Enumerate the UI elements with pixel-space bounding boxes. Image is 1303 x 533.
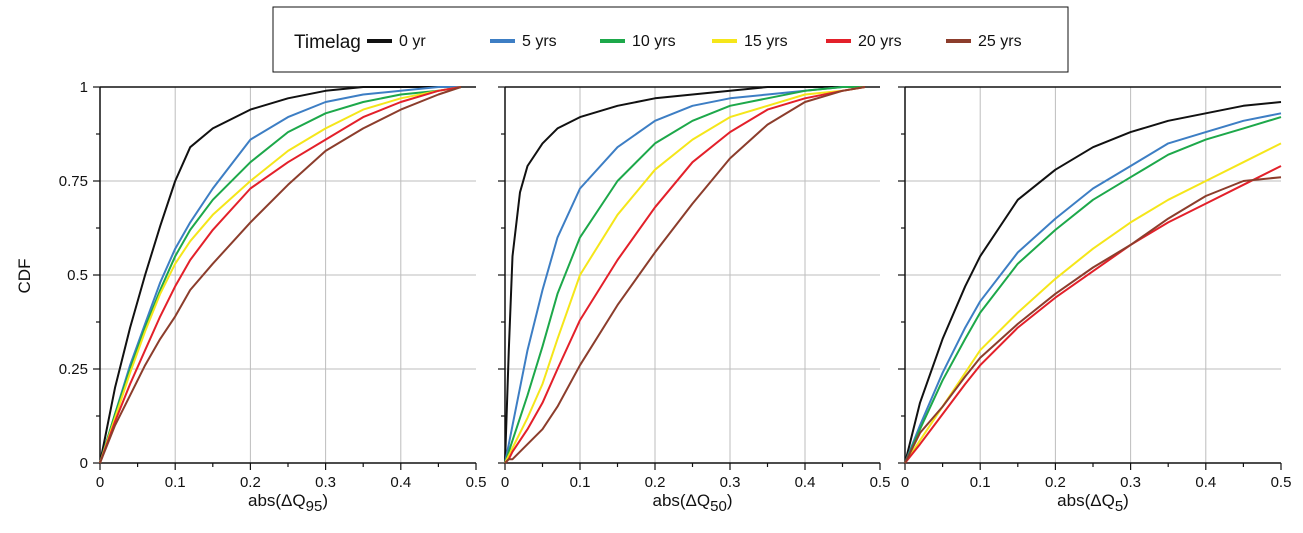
legend-entry: 25 yrs	[946, 33, 1022, 50]
y-tick-label: 0.5	[67, 267, 88, 284]
series-line	[99, 86, 462, 464]
legend-label: 0 yr	[399, 33, 426, 50]
series-line	[904, 142, 1282, 464]
legend-box	[272, 6, 1069, 73]
legend-title: Timelag	[294, 32, 361, 53]
x-tick-label: 0.4	[1195, 474, 1216, 491]
y-tick-label: 0.25	[59, 361, 88, 378]
x-tick-label: 0.2	[645, 474, 666, 491]
legend: Timelag 0 yr 5 yrs 10 yrs 15 yrs 20 yrs 25 yr…	[272, 6, 1069, 73]
series-line	[504, 86, 866, 464]
x-axis-label: abs(ΔQ5)	[1057, 491, 1129, 515]
legend-entry: 20 yrs	[826, 33, 902, 50]
legend-label: 10 yrs	[632, 33, 676, 50]
series-line	[99, 86, 461, 464]
legend-label: 15 yrs	[744, 33, 788, 50]
x-tick-label: 0.4	[795, 474, 816, 491]
series-line	[99, 86, 462, 464]
series-line	[904, 116, 1282, 464]
series-line	[504, 86, 865, 464]
y-tick-label: 1	[80, 79, 88, 96]
x-tick-label: 0.3	[1120, 474, 1141, 491]
x-tick-label: 0.3	[315, 474, 336, 491]
x-tick-label: 0	[501, 474, 509, 491]
y-tick-label: 0.75	[59, 173, 88, 190]
chart-panel: 0 0.1 0.2 0.3 0.4 0.5 0 0.25 0.5 0.75 1 abs(ΔQ95)	[59, 79, 487, 515]
legend-entry: 10 yrs	[600, 33, 676, 50]
y-axis-label: CDF	[15, 259, 34, 294]
series-line	[904, 112, 1282, 464]
series-line	[504, 86, 866, 464]
legend-entry: 5 yrs	[490, 33, 557, 50]
series-line	[504, 86, 865, 464]
legend-entry: 0 yr	[367, 33, 426, 50]
x-axis-label: abs(ΔQ50)	[652, 491, 732, 515]
x-tick-label: 0.1	[970, 474, 991, 491]
legend-label: 25 yrs	[978, 33, 1022, 50]
series-line	[99, 86, 462, 464]
series-line	[99, 86, 462, 464]
x-tick-label: 0	[96, 474, 104, 491]
series-line	[99, 86, 461, 464]
x-tick-label: 0.2	[1045, 474, 1066, 491]
series-line	[504, 86, 866, 464]
series-line	[904, 101, 1282, 464]
y-tick-label: 0	[80, 455, 88, 472]
x-tick-label: 0.1	[165, 474, 186, 491]
x-tick-label: 0.2	[240, 474, 261, 491]
x-tick-label: 0.5	[466, 474, 487, 491]
legend-label: 20 yrs	[858, 33, 902, 50]
legend-label: 5 yrs	[522, 33, 557, 50]
x-tick-label: 0	[901, 474, 909, 491]
x-tick-label: 0.3	[720, 474, 741, 491]
series-line	[904, 176, 1282, 464]
series-line	[504, 86, 865, 464]
x-tick-label: 0.5	[870, 474, 891, 491]
chart-panel: 0 0.1 0.2 0.3 0.4 0.5 abs(ΔQ5)	[898, 86, 1292, 515]
legend-entry: 15 yrs	[712, 33, 788, 50]
x-tick-label: 0.5	[1271, 474, 1292, 491]
x-axis-label: abs(ΔQ95)	[248, 491, 328, 515]
chart-panel: 0 0.1 0.2 0.3 0.4 0.5 abs(ΔQ50)	[498, 86, 891, 515]
x-tick-label: 0.1	[570, 474, 591, 491]
x-tick-label: 0.4	[390, 474, 411, 491]
series-line	[904, 165, 1282, 464]
